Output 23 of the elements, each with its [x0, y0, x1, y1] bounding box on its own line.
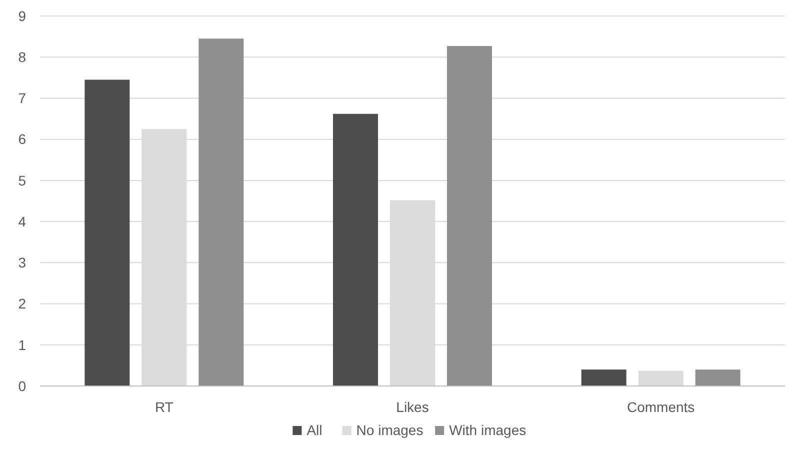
y-tick-label: 7	[18, 90, 26, 106]
x-tick-label: RT	[154, 399, 174, 415]
bar	[333, 114, 378, 386]
legend-label: No images	[356, 422, 424, 438]
x-tick-label: Comments	[626, 399, 695, 415]
y-tick-label: 8	[18, 49, 26, 66]
bar	[581, 370, 626, 386]
bar	[84, 80, 130, 386]
y-tick-label: 6	[18, 131, 26, 148]
y-tick-label: 0	[18, 378, 26, 394]
y-tick-label: 2	[18, 296, 26, 312]
bar	[638, 370, 684, 386]
y-tick-label: 3	[18, 254, 26, 271]
y-tick-label: 5	[18, 172, 26, 188]
y-tick-label: 9	[18, 8, 26, 24]
y-tick-label: 4	[18, 213, 26, 230]
bar	[198, 38, 244, 386]
bar	[695, 370, 740, 386]
legend-label: All	[306, 422, 322, 438]
x-tick-label: Likes	[396, 399, 429, 415]
bar	[447, 46, 492, 386]
legend-label: With images	[449, 422, 526, 438]
y-tick-label: 1	[18, 336, 26, 353]
